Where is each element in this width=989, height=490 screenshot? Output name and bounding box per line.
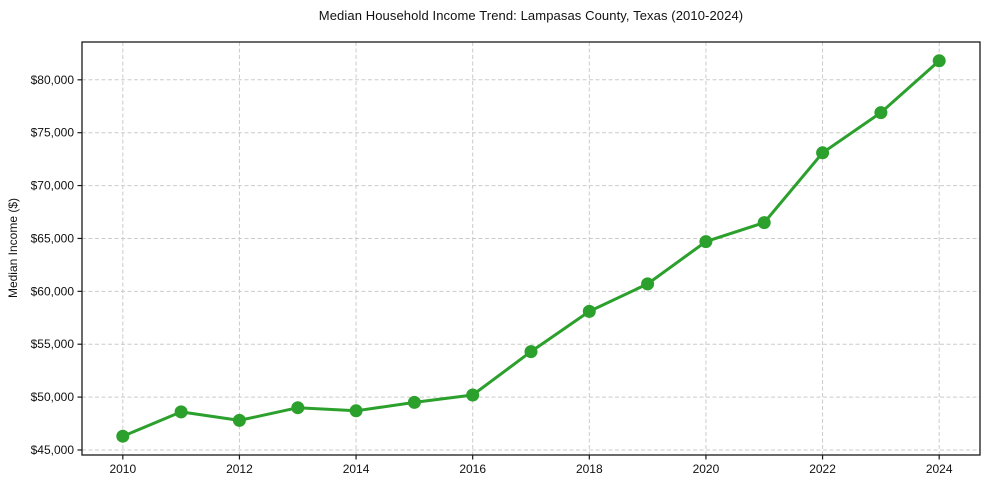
data-point [641, 277, 655, 291]
chart-title: Median Household Income Trend: Lampasas … [318, 8, 744, 23]
data-point [291, 401, 305, 415]
y-tick-label: $55,000 [31, 337, 75, 351]
x-tick-label: 2020 [693, 462, 720, 476]
data-point [232, 413, 246, 427]
x-tick-label: 2014 [343, 462, 370, 476]
data-point [174, 405, 188, 419]
x-tick-label: 2010 [109, 462, 136, 476]
y-tick-label: $70,000 [31, 179, 75, 193]
trend-line [121, 59, 941, 438]
data-point [116, 429, 130, 443]
y-tick-label: $65,000 [31, 231, 75, 245]
y-tick-label: $45,000 [31, 443, 75, 457]
y-tick-label: $60,000 [31, 284, 75, 298]
x-tick-label: 2024 [926, 462, 953, 476]
y-tick-label: $75,000 [31, 126, 75, 140]
x-tick-label: 2012 [226, 462, 253, 476]
x-tick-label: 2022 [809, 462, 836, 476]
data-point [932, 54, 946, 68]
data-point [582, 304, 596, 318]
plot-border [81, 41, 981, 456]
data-point [874, 106, 888, 120]
x-tick-label: 2018 [576, 462, 603, 476]
y-tick-label: $80,000 [31, 73, 75, 87]
y-tick-label: $50,000 [31, 390, 75, 404]
data-point [699, 235, 713, 249]
data-point [349, 404, 363, 418]
data-point [816, 146, 830, 160]
data-point [524, 345, 538, 359]
data-point [757, 216, 771, 230]
data-point [407, 395, 421, 409]
data-point [466, 388, 480, 402]
x-tick-label: 2016 [459, 462, 486, 476]
